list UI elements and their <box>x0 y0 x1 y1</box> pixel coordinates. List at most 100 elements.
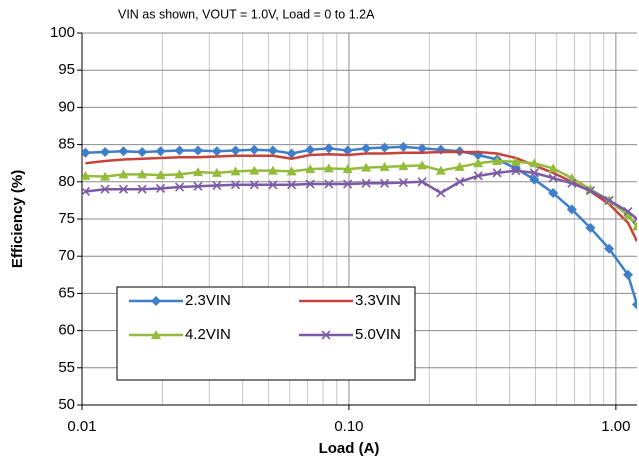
marker <box>211 167 222 177</box>
marker <box>342 145 353 156</box>
marker <box>455 177 465 187</box>
marker <box>511 166 521 176</box>
marker <box>100 171 111 181</box>
marker <box>137 184 147 194</box>
legend-label: 3.3VIN <box>355 292 401 309</box>
marker <box>286 166 297 176</box>
y-tick-label: 90 <box>58 98 75 115</box>
y-axis-title: Efficiency (%) <box>9 170 26 268</box>
y-tick-label: 60 <box>58 322 75 339</box>
marker <box>632 221 637 231</box>
y-tick-label: 50 <box>58 396 75 413</box>
chart-title: VIN as shown, VOUT = 1.0V, Load = 0 to 1… <box>118 7 375 21</box>
marker <box>398 141 409 152</box>
marker <box>82 170 91 180</box>
marker <box>267 145 278 156</box>
marker <box>324 179 334 189</box>
marker <box>435 165 446 175</box>
marker <box>323 143 334 154</box>
marker <box>585 222 596 233</box>
marker <box>548 173 558 183</box>
marker <box>82 186 90 197</box>
x-tick-label: 0.01 <box>67 418 96 435</box>
marker <box>473 171 483 181</box>
marker <box>118 146 129 157</box>
marker <box>604 243 615 254</box>
y-tick-label: 70 <box>58 247 75 264</box>
marker <box>361 143 372 154</box>
marker <box>230 166 241 176</box>
legend-label: 4.2VIN <box>185 326 231 343</box>
marker <box>151 330 161 339</box>
marker <box>193 167 204 177</box>
marker <box>361 178 371 188</box>
marker <box>82 147 91 158</box>
marker <box>632 299 637 310</box>
marker <box>623 206 633 217</box>
marker <box>321 330 331 340</box>
marker <box>249 180 259 190</box>
marker <box>118 184 129 194</box>
marker <box>567 178 577 188</box>
y-tick-label: 55 <box>58 359 75 376</box>
marker <box>361 162 372 172</box>
marker <box>249 144 260 155</box>
marker <box>118 169 129 179</box>
marker <box>379 161 390 171</box>
marker <box>174 182 185 192</box>
y-tick-label: 95 <box>58 61 75 78</box>
marker <box>380 178 390 188</box>
marker <box>156 183 166 194</box>
marker <box>249 165 260 175</box>
marker <box>155 146 166 157</box>
marker <box>529 174 540 185</box>
marker <box>548 163 559 173</box>
y-tick-label: 100 <box>50 24 75 41</box>
series-line <box>85 150 637 242</box>
marker <box>417 143 428 154</box>
marker <box>492 155 503 165</box>
series-layer <box>82 141 637 310</box>
marker <box>174 169 185 179</box>
marker <box>343 179 353 189</box>
x-tick-label: 1.00 <box>601 418 630 435</box>
marker <box>417 177 427 187</box>
marker <box>151 296 161 306</box>
marker <box>548 187 559 198</box>
marker <box>100 184 110 194</box>
marker <box>632 214 637 224</box>
y-tick-label: 85 <box>58 136 75 153</box>
marker <box>622 269 633 280</box>
marker <box>604 195 614 205</box>
marker <box>510 156 521 166</box>
legend-box <box>116 286 416 381</box>
marker <box>212 180 222 191</box>
marker <box>566 204 577 215</box>
marker <box>174 145 185 156</box>
marker <box>268 180 278 190</box>
legend-label: 2.3VIN <box>185 292 231 309</box>
marker <box>155 170 166 180</box>
marker <box>305 144 316 155</box>
y-tick-label: 65 <box>58 284 75 301</box>
legend-label: 5.0VIN <box>355 326 401 343</box>
marker <box>417 160 428 170</box>
marker <box>211 146 222 157</box>
marker <box>529 158 540 168</box>
marker <box>286 148 297 159</box>
y-tick-label: 75 <box>58 210 75 227</box>
marker <box>398 161 409 171</box>
marker <box>230 180 241 190</box>
marker <box>193 145 204 156</box>
marker <box>379 142 390 153</box>
marker <box>585 186 595 196</box>
marker <box>492 168 502 178</box>
marker <box>305 179 315 189</box>
marker <box>454 161 465 171</box>
x-axis-title: Load (A) <box>319 440 380 457</box>
marker <box>473 158 484 168</box>
marker <box>342 164 353 174</box>
marker <box>137 169 148 179</box>
marker <box>100 147 111 158</box>
